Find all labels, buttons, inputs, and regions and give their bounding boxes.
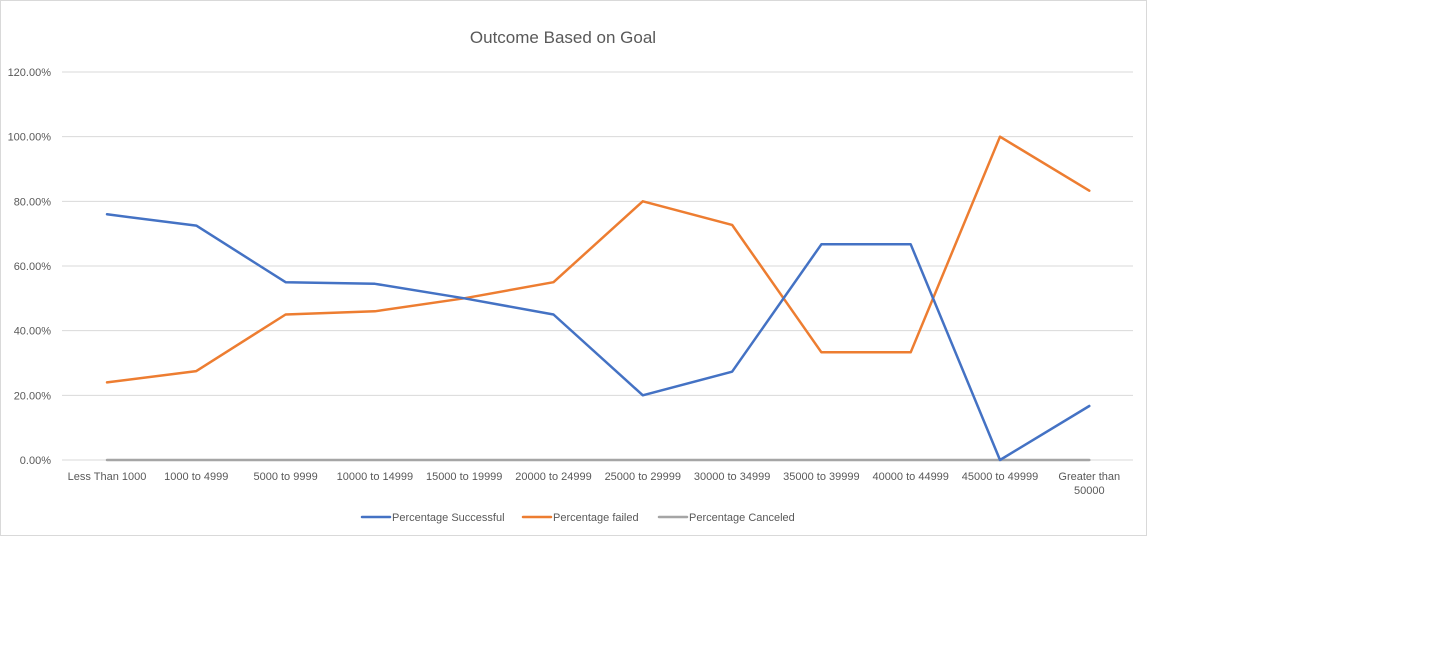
- series-line-0: [105, 213, 1091, 462]
- chart-area-border: [0, 0, 1147, 536]
- x-tick-label: 35000 to 39999: [783, 471, 859, 483]
- x-axis-tick-labels: Less Than 1000 1000 to 4999 5000 to 9999 10…: [68, 471, 1121, 497]
- x-tick-label: 5000 to 9999: [253, 471, 317, 483]
- legend-label-1: Percentage failed: [553, 512, 639, 524]
- y-axis-tick-labels: 0.00% 20.00% 40.00% 60.00% 80.00% 100.00% 120.…: [8, 67, 52, 467]
- x-tick-label: 10000 to 14999: [337, 471, 413, 483]
- chart-title: Outcome Based on Goal: [470, 28, 656, 47]
- gridlines: [62, 71, 1133, 461]
- x-tick-label: Greater than 50000: [1058, 471, 1120, 497]
- y-tick-label: 40.00%: [14, 326, 52, 338]
- legend-label-0: Percentage Successful: [392, 512, 505, 524]
- x-tick-label: 1000 to 4999: [164, 471, 228, 483]
- y-tick-label: 100.00%: [8, 132, 52, 144]
- y-tick-label: 80.00%: [14, 196, 52, 208]
- x-tick-label: 25000 to 29999: [605, 471, 681, 483]
- y-tick-label: 0.00%: [20, 455, 51, 467]
- x-tick-label: 45000 to 49999: [962, 471, 1038, 483]
- y-tick-label: 60.00%: [14, 261, 52, 273]
- series-line-1: [105, 135, 1091, 384]
- x-tick-label: 30000 to 34999: [694, 471, 770, 483]
- series-lines: [105, 135, 1091, 462]
- legend: Percentage Successful Percentage failed Pe…: [360, 512, 795, 524]
- x-tick-label: 20000 to 24999: [515, 471, 591, 483]
- x-tick-label: 15000 to 19999: [426, 471, 502, 483]
- x-tick-label: Less Than 1000: [68, 471, 147, 483]
- y-tick-label: 120.00%: [8, 67, 52, 79]
- y-tick-label: 20.00%: [14, 390, 52, 402]
- x-tick-label: 40000 to 44999: [872, 471, 948, 483]
- legend-label-2: Percentage Canceled: [689, 512, 795, 524]
